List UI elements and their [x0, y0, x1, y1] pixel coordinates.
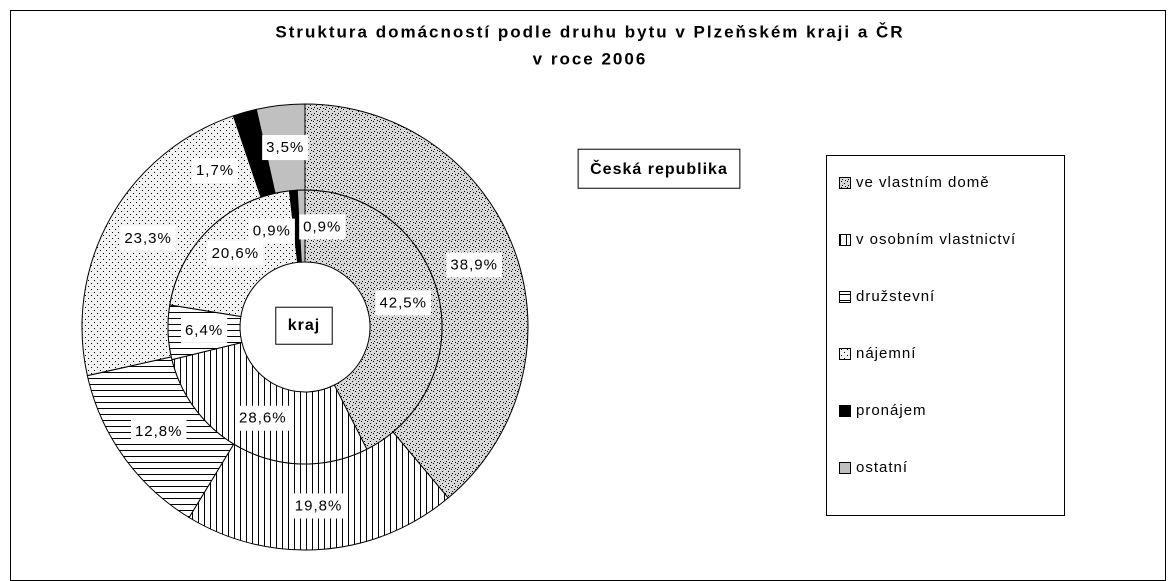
legend-label: v osobním vlastnictví [856, 231, 1016, 248]
data-label: 1,7% [196, 162, 234, 179]
legend-label: ve vlastním domě [856, 174, 990, 191]
data-label-bg [262, 135, 309, 161]
legend-swatch [839, 291, 851, 303]
doughnut-segment [304, 189, 443, 450]
data-label: 42,5% [379, 295, 427, 312]
data-label-bg [120, 225, 176, 251]
legend-swatch [839, 177, 851, 189]
data-label-bg [130, 418, 187, 444]
data-label: 0,9% [253, 223, 291, 240]
data-label-bg [207, 240, 264, 266]
data-label: 38,9% [450, 256, 498, 273]
series-name: kraj [288, 317, 320, 334]
data-label-bg [446, 252, 502, 278]
legend-swatch [839, 234, 851, 246]
chart-subtitle: v roce 2006 [533, 49, 648, 68]
chart-title: Struktura domácností podle druhu bytu v … [275, 22, 904, 41]
data-label: 0,9% [303, 218, 341, 235]
data-label-bg [235, 405, 291, 431]
legend-swatch [839, 405, 851, 417]
data-label: 12,8% [135, 423, 183, 440]
doughnut-segment [171, 341, 368, 465]
data-label: 20,6% [212, 245, 260, 262]
legend-label: nájemní [856, 345, 916, 362]
data-label-bg [375, 290, 432, 316]
series-name: Česká republika [590, 159, 728, 178]
data-label-bg [248, 218, 295, 244]
data-label-bg [290, 493, 347, 519]
legend-swatch [839, 348, 851, 360]
data-label: 28,6% [239, 410, 287, 427]
data-label-bg [180, 317, 228, 343]
legend-label: ostatní [856, 459, 908, 476]
data-label: 3,5% [266, 139, 304, 156]
legend-box [826, 155, 1065, 516]
data-label: 19,8% [295, 497, 343, 514]
legend-label: družstevní [856, 288, 935, 305]
legend-swatch [839, 462, 851, 474]
series-name-box [275, 306, 333, 345]
legend-label: pronájem [856, 402, 927, 419]
series-name-box [577, 148, 741, 189]
data-label: 6,4% [185, 322, 223, 339]
data-label-bg [191, 158, 239, 184]
data-label-bg [299, 214, 346, 240]
data-label: 23,3% [124, 230, 172, 247]
